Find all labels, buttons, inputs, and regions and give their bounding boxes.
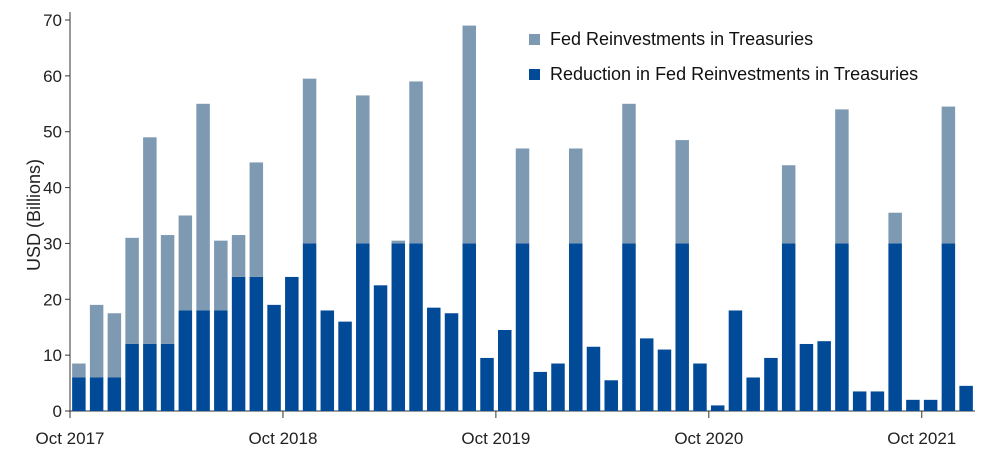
bar-reduction (675, 243, 689, 411)
bar-reduction (622, 243, 636, 411)
bar-reinvestments (231, 235, 246, 277)
bar-reinvestments (675, 140, 689, 244)
bar-reinvestments (409, 81, 423, 244)
bar-reduction (267, 304, 281, 411)
x-tick-label: Oct 2018 (248, 429, 317, 448)
bar-reduction (196, 310, 210, 411)
bar-reinvestments (622, 103, 636, 244)
legend-label: Reduction in Fed Reinvestments in Treasu… (550, 64, 918, 84)
bar-reinvestments (356, 95, 370, 244)
bar-reduction (373, 285, 388, 411)
bar-reduction (746, 377, 760, 411)
y-tick-label: 40 (43, 179, 62, 198)
bar-reduction (160, 343, 175, 411)
bar-reinvestments (462, 25, 477, 244)
bar-reduction (835, 243, 849, 411)
bar-reduction (107, 377, 122, 411)
bar-reduction (604, 380, 618, 411)
y-tick-label: 20 (43, 290, 62, 309)
bar-reinvestments (160, 235, 175, 344)
bar-reduction (817, 341, 831, 411)
bar-reduction (427, 307, 441, 411)
bar-reduction (586, 346, 601, 411)
bar-reduction (231, 276, 246, 411)
x-axis: Oct 2017 Oct 2018 Oct 2019 Oct 2020 Oct 2021 (36, 410, 975, 448)
x-tick-label: Oct 2020 (674, 429, 743, 448)
bar-reduction (888, 243, 902, 411)
x-tick-label: Oct 2017 (36, 429, 105, 448)
bar-reduction (941, 243, 956, 411)
y-tick-label: 70 (43, 11, 62, 30)
bar-reduction (462, 243, 477, 411)
bar-reinvestments (89, 304, 104, 378)
bar-reinvestments (835, 109, 849, 244)
bar-reduction (356, 243, 370, 411)
bar-reduction (870, 391, 885, 411)
bar-reduction (515, 243, 530, 411)
bar-reduction (444, 313, 459, 411)
bar-reinvestments (143, 137, 157, 344)
bar-reduction (302, 243, 317, 411)
bar-reinvestments (249, 162, 264, 277)
bar-reduction (320, 310, 335, 411)
bar-reduction (214, 310, 228, 411)
bar-reduction (923, 399, 938, 411)
x-tick-label: Oct 2019 (461, 429, 530, 448)
legend-swatch (529, 69, 540, 80)
y-axis: 0 10 20 30 40 50 60 70 (43, 11, 71, 421)
y-tick-label: 50 (43, 123, 62, 142)
bar-reduction (906, 399, 920, 411)
y-tick-label: 10 (43, 346, 62, 365)
bar-reduction (639, 338, 654, 411)
bar-reinvestments (391, 240, 406, 244)
bar-reinvestments (888, 212, 902, 244)
legend: Fed Reinvestments in Treasuries Reduction… (529, 29, 918, 84)
bar-reduction (551, 363, 565, 411)
bar-reduction (764, 357, 778, 411)
bar-reduction (693, 363, 707, 411)
bar-reinvestments (941, 106, 956, 244)
bar-reduction (480, 357, 494, 411)
bar-reduction (498, 330, 512, 411)
bar-reduction (89, 377, 104, 411)
bar-reinvestments (214, 240, 228, 311)
bar-reduction (285, 276, 299, 411)
legend-swatch (529, 34, 540, 45)
y-tick-label: 60 (43, 67, 62, 86)
bar-reinvestments (302, 78, 317, 244)
bar-reduction (143, 343, 157, 411)
bar-reduction (710, 405, 725, 411)
bar-reinvestments (568, 148, 583, 244)
bar-reduction (959, 385, 973, 411)
bar-reinvestments (781, 165, 796, 244)
bar-reduction (72, 377, 86, 411)
bar-reinvestments (125, 237, 139, 344)
bars (72, 25, 973, 411)
bar-reinvestments (72, 363, 86, 378)
legend-label: Fed Reinvestments in Treasuries (550, 29, 813, 49)
bar-reduction (391, 243, 406, 411)
bar-reduction (338, 321, 352, 411)
bar-reinvestments (515, 148, 530, 244)
y-tick-label: 0 (53, 402, 62, 421)
bar-reduction (533, 371, 547, 411)
bar-reduction (178, 310, 193, 411)
bar-reduction (657, 349, 672, 411)
y-tick-label: 30 (43, 234, 62, 253)
bar-reduction (568, 243, 583, 411)
bar-reduction (781, 243, 796, 411)
bar-reinvestments (196, 103, 210, 311)
bar-reduction (799, 343, 814, 411)
bar-reinvestments (107, 313, 122, 378)
bar-reduction (728, 310, 743, 411)
bar-reduction (249, 276, 264, 411)
bar-reduction (125, 343, 139, 411)
y-axis-title: USD (Billions) (24, 159, 44, 271)
x-tick-label: Oct 2021 (887, 429, 956, 448)
bar-reinvestments (178, 215, 193, 311)
bar-reduction (409, 243, 423, 411)
bar-reduction (852, 391, 867, 411)
